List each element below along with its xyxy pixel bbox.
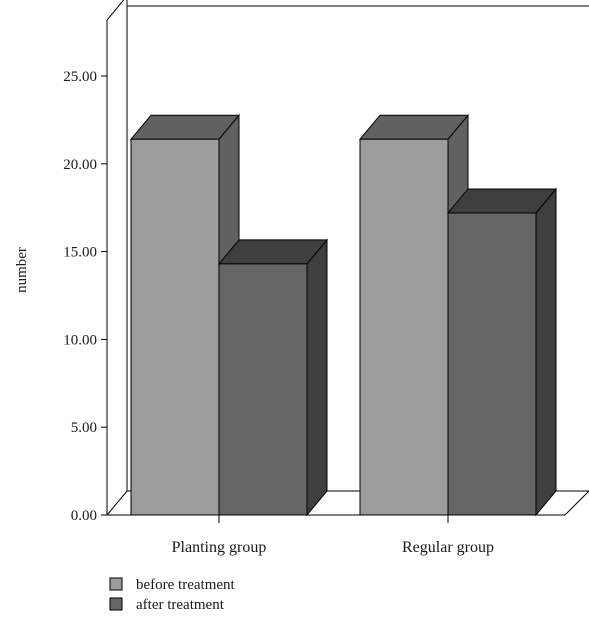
- bar: [130, 138, 220, 516]
- y-axis-label: number: [14, 247, 30, 293]
- bar: [447, 212, 537, 516]
- legend-swatch: [109, 597, 123, 611]
- x-tick-label: Regular group: [402, 539, 494, 556]
- left-wall: [106, 0, 128, 515]
- bar: [359, 138, 449, 516]
- bar-side-face: [306, 238, 328, 517]
- bar-side-face: [535, 187, 557, 517]
- bar-group: [129, 113, 558, 517]
- y-tick-label: 10.00: [63, 332, 97, 348]
- legend: before treatment after treatment: [109, 577, 236, 613]
- bar: [218, 263, 308, 516]
- legend-swatch: [109, 577, 123, 591]
- y-tick-label: 15.00: [63, 245, 97, 261]
- legend-label: after treatment: [136, 597, 225, 613]
- x-tick-label: Planting group: [172, 539, 267, 556]
- y-axis: 0.00 5.00 10.00 15.00 20.00 25.00: [63, 20, 108, 524]
- y-tick-label: 20.00: [63, 157, 97, 173]
- legend-label: before treatment: [136, 577, 236, 593]
- x-axis: Planting group Regular group: [107, 514, 565, 556]
- y-tick-label: 0.00: [71, 508, 97, 524]
- y-tick-label: 25.00: [63, 69, 97, 85]
- y-tick-label: 5.00: [71, 420, 97, 436]
